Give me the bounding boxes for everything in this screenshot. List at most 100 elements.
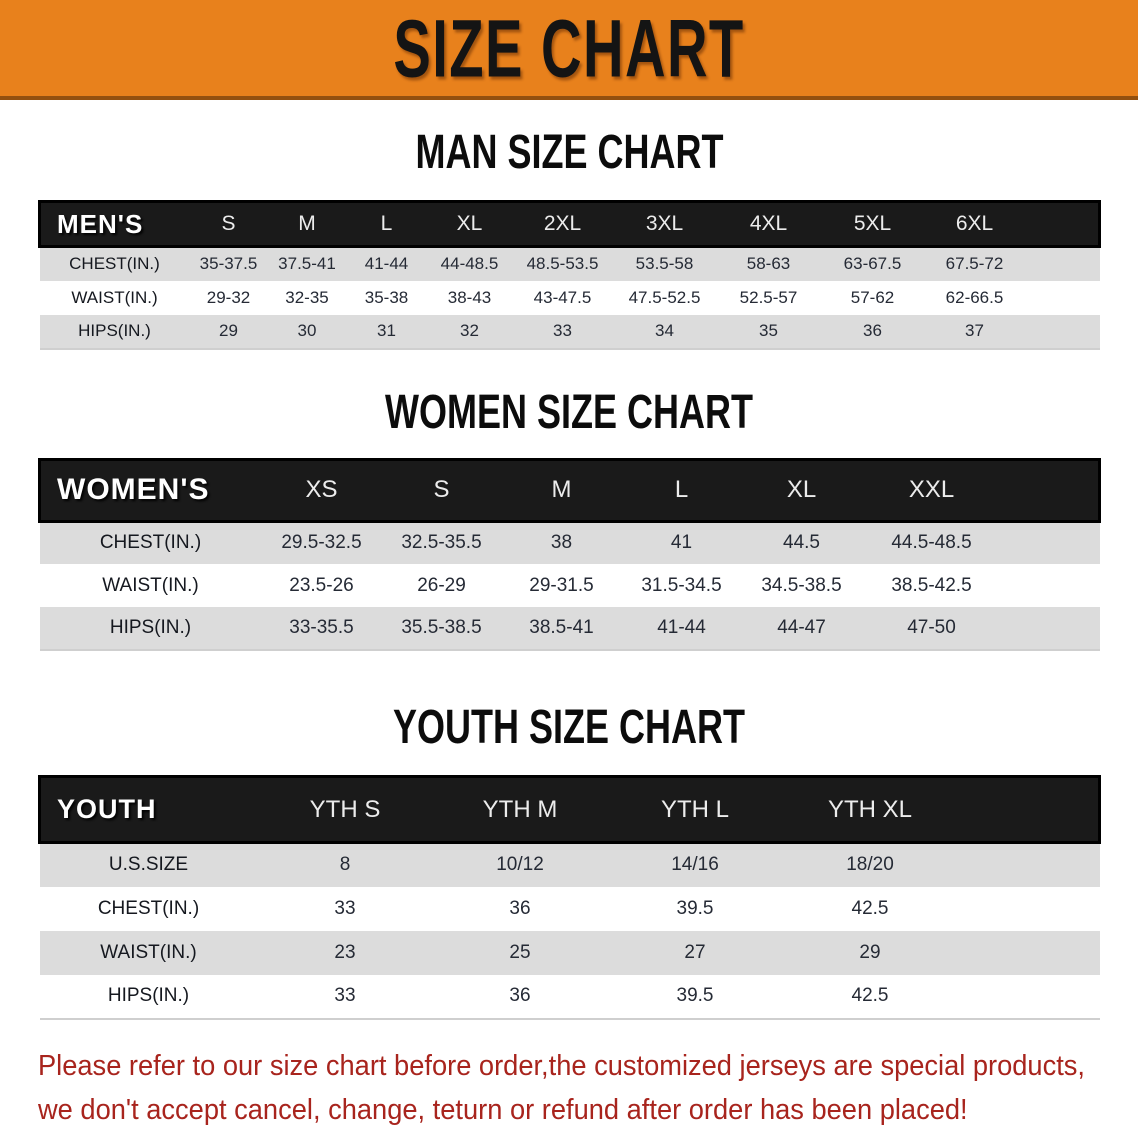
size-cell: 63-67.5 [820, 246, 925, 281]
size-cell: 32.5-35.5 [381, 521, 502, 564]
size-cell: 38.5-41 [501, 607, 622, 651]
size-cell: 48.5-53.5 [512, 246, 613, 281]
cell-filler [957, 886, 1100, 931]
column-header: XS [261, 457, 382, 523]
men-header-row: MEN'S S M L XL 2XL 3XL 4XL 5XL 6XL [38, 200, 1101, 248]
size-cell: 36 [432, 974, 608, 1020]
row-label: CHEST(IN.) [39, 521, 262, 564]
size-cell: 10/12 [432, 842, 608, 887]
size-cell: 33 [512, 314, 613, 350]
size-cell: 58-63 [716, 246, 821, 281]
size-cell: 53.5-58 [612, 246, 717, 281]
size-cell: 39.5 [607, 974, 783, 1020]
size-cell: 41-44 [621, 607, 742, 651]
size-cell: 34.5-38.5 [741, 564, 862, 607]
youth-section-heading: YOUTH SIZE CHART [0, 698, 1138, 754]
men-size-table: MEN'S S M L XL 2XL 3XL 4XL 5XL 6XL CHEST… [38, 200, 1101, 350]
table-row: HIPS(IN.) 29 30 31 32 33 34 35 36 37 [39, 314, 1100, 350]
column-header: XXL [861, 457, 1002, 523]
header-filler [1024, 200, 1101, 248]
size-cell: 34 [612, 314, 717, 350]
size-cell: 36 [432, 886, 608, 931]
size-cell: 33-35.5 [261, 607, 382, 651]
column-header: M [267, 200, 347, 248]
column-header: S [381, 457, 502, 523]
column-header: 6XL [924, 200, 1025, 248]
cell-filler [1001, 564, 1100, 607]
column-header: S [189, 200, 268, 248]
man-section-heading: MAN SIZE CHART [0, 124, 1138, 179]
size-cell: 57-62 [820, 280, 925, 315]
order-notice-line-1: Please refer to our size chart before or… [38, 1049, 1085, 1082]
size-cell: 23.5-26 [261, 564, 382, 607]
size-cell: 39.5 [607, 886, 783, 931]
order-notice: Please refer to our size chart before or… [38, 1044, 1138, 1132]
size-cell: 44-48.5 [426, 246, 513, 281]
size-cell: 18/20 [782, 842, 958, 887]
size-cell: 37.5-41 [267, 246, 347, 281]
cell-filler [1024, 246, 1100, 281]
column-header: YTH XL [782, 775, 958, 844]
size-cell: 44.5-48.5 [861, 521, 1002, 564]
size-cell: 62-66.5 [924, 280, 1025, 315]
size-cell: 29-31.5 [501, 564, 622, 607]
table-row: CHEST(IN.) 33 36 39.5 42.5 [39, 886, 1100, 931]
table-row: HIPS(IN.) 33 36 39.5 42.5 [39, 974, 1100, 1020]
size-cell: 44-47 [741, 607, 862, 651]
header-filler [957, 775, 1101, 844]
size-cell: 41 [621, 521, 742, 564]
size-cell: 42.5 [782, 886, 958, 931]
size-cell: 35 [716, 314, 821, 350]
women-section-heading: WOMEN SIZE CHART [0, 383, 1138, 439]
cell-filler [1024, 280, 1100, 315]
size-cell: 26-29 [381, 564, 502, 607]
size-cell: 30 [267, 314, 347, 350]
size-cell: 29.5-32.5 [261, 521, 382, 564]
youth-table-label: YOUTH [38, 775, 258, 844]
size-cell: 33 [257, 886, 433, 931]
size-cell: 43-47.5 [512, 280, 613, 315]
size-cell: 47.5-52.5 [612, 280, 717, 315]
column-header: 2XL [512, 200, 613, 248]
column-header: L [346, 200, 427, 248]
cell-filler [1024, 314, 1100, 350]
size-cell: 14/16 [607, 842, 783, 887]
cell-filler [957, 974, 1100, 1020]
row-label: HIPS(IN.) [39, 607, 262, 651]
row-label: HIPS(IN.) [39, 974, 258, 1020]
table-row: HIPS(IN.) 33-35.5 35.5-38.5 38.5-41 41-4… [39, 607, 1100, 651]
table-row: CHEST(IN.) 29.5-32.5 32.5-35.5 38 41 44.… [39, 521, 1100, 564]
size-cell: 35.5-38.5 [381, 607, 502, 651]
table-row: CHEST(IN.) 35-37.5 37.5-41 41-44 44-48.5… [39, 246, 1100, 281]
size-cell: 25 [432, 930, 608, 975]
size-cell: 33 [257, 974, 433, 1020]
size-cell: 31.5-34.5 [621, 564, 742, 607]
size-cell: 31 [346, 314, 427, 350]
size-cell: 29-32 [189, 280, 268, 315]
row-label: HIPS(IN.) [39, 314, 190, 350]
men-table-label: MEN'S [38, 200, 190, 248]
women-heading-text: WOMEN SIZE CHART [384, 383, 753, 439]
size-cell: 29 [782, 930, 958, 975]
column-header: L [621, 457, 742, 523]
cell-filler [957, 842, 1100, 887]
size-cell: 52.5-57 [716, 280, 821, 315]
cell-filler [957, 930, 1100, 975]
size-cell: 8 [257, 842, 433, 887]
size-cell: 37 [924, 314, 1025, 350]
size-cell: 38 [501, 521, 622, 564]
women-header-row: WOMEN'S XS S M L XL XXL [38, 457, 1101, 523]
youth-heading-text: YOUTH SIZE CHART [392, 698, 745, 754]
youth-header-row: YOUTH YTH S YTH M YTH L YTH XL [38, 775, 1101, 844]
size-cell: 23 [257, 930, 433, 975]
column-header: YTH M [432, 775, 608, 844]
size-cell: 42.5 [782, 974, 958, 1020]
women-size-table: WOMEN'S XS S M L XL XXL CHEST(IN.) 29.5-… [38, 457, 1101, 651]
column-header: YTH S [257, 775, 433, 844]
column-header: 4XL [716, 200, 821, 248]
table-row: U.S.SIZE 8 10/12 14/16 18/20 [39, 842, 1100, 887]
row-label: WAIST(IN.) [39, 930, 258, 975]
youth-size-table: YOUTH YTH S YTH M YTH L YTH XL U.S.SIZE … [38, 775, 1101, 1020]
column-header: 5XL [820, 200, 925, 248]
column-header: M [501, 457, 622, 523]
